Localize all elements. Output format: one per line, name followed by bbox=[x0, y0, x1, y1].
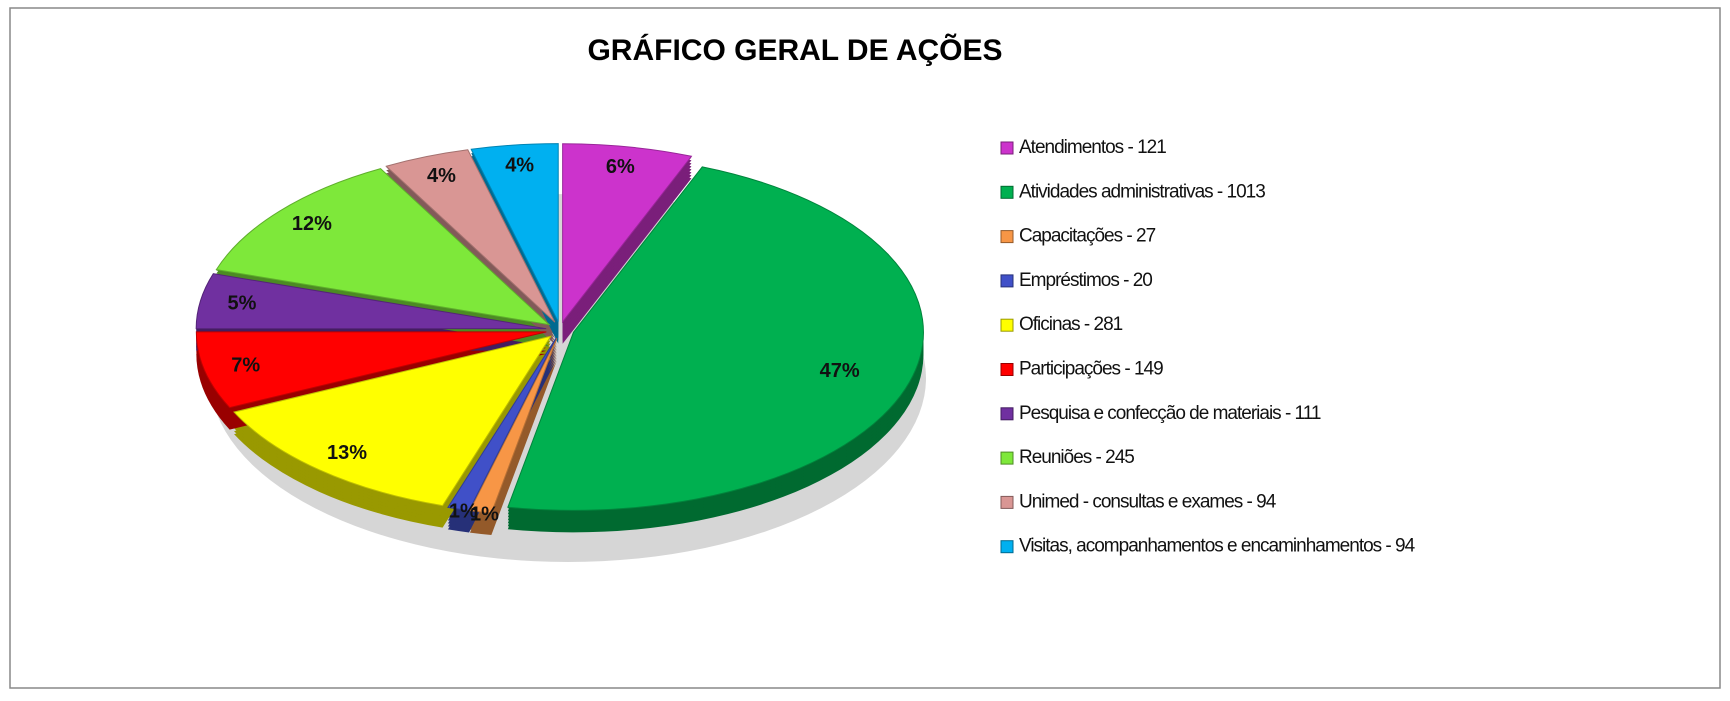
slice bbox=[562, 143, 693, 324]
slice bbox=[233, 335, 552, 507]
legend-swatch bbox=[1000, 230, 1014, 244]
legend-label: Pesquisa e confecção de materiais - 111 bbox=[1019, 403, 1321, 424]
slice bbox=[195, 331, 547, 409]
legend-swatch bbox=[1000, 451, 1014, 465]
data-label: 4% bbox=[427, 165, 456, 187]
slice bbox=[469, 337, 558, 514]
legend-label: Visitas, acompanhamentos e encaminhament… bbox=[1019, 536, 1416, 557]
data-label: 1% bbox=[449, 501, 478, 523]
legend-swatch bbox=[1000, 407, 1014, 421]
legend-swatch bbox=[1000, 274, 1014, 288]
legend-label: Empréstimos - 20 bbox=[1019, 270, 1152, 291]
data-label: 6% bbox=[606, 156, 635, 178]
legend-swatch bbox=[1000, 185, 1014, 199]
slice bbox=[470, 143, 559, 322]
data-label: 1% bbox=[470, 504, 499, 526]
slice bbox=[507, 166, 924, 511]
slice bbox=[195, 273, 547, 330]
data-label: 12% bbox=[292, 213, 332, 235]
legend-swatch bbox=[1000, 363, 1014, 376]
legend-label: Reuniões - 245 bbox=[1019, 447, 1134, 468]
legend-swatch bbox=[1000, 141, 1014, 155]
legend-swatch bbox=[1000, 540, 1014, 554]
data-label: 13% bbox=[327, 442, 367, 464]
legend-label: Oficinas - 281 bbox=[1019, 314, 1123, 335]
legend-label: Capacitações - 27 bbox=[1019, 226, 1156, 247]
slice bbox=[215, 168, 551, 326]
slice bbox=[385, 149, 556, 323]
legend-swatch bbox=[1000, 495, 1014, 509]
legend-label: Unimed - consultas e exames - 94 bbox=[1019, 491, 1277, 512]
data-label: 47% bbox=[820, 360, 860, 382]
data-label: 4% bbox=[505, 155, 534, 177]
legend-swatch bbox=[1000, 318, 1014, 332]
data-label: 5% bbox=[228, 292, 257, 314]
data-label: 7% bbox=[231, 354, 260, 376]
chart-title: GRÁFICO GERAL DE AÇÕES bbox=[587, 33, 1002, 67]
legend-label: Atendimentos - 121 bbox=[1019, 137, 1166, 158]
slice bbox=[447, 337, 557, 512]
legend-label: Participações - 149 bbox=[1019, 359, 1163, 380]
legend-label: Atividades administrativas - 1013 bbox=[1019, 181, 1265, 202]
